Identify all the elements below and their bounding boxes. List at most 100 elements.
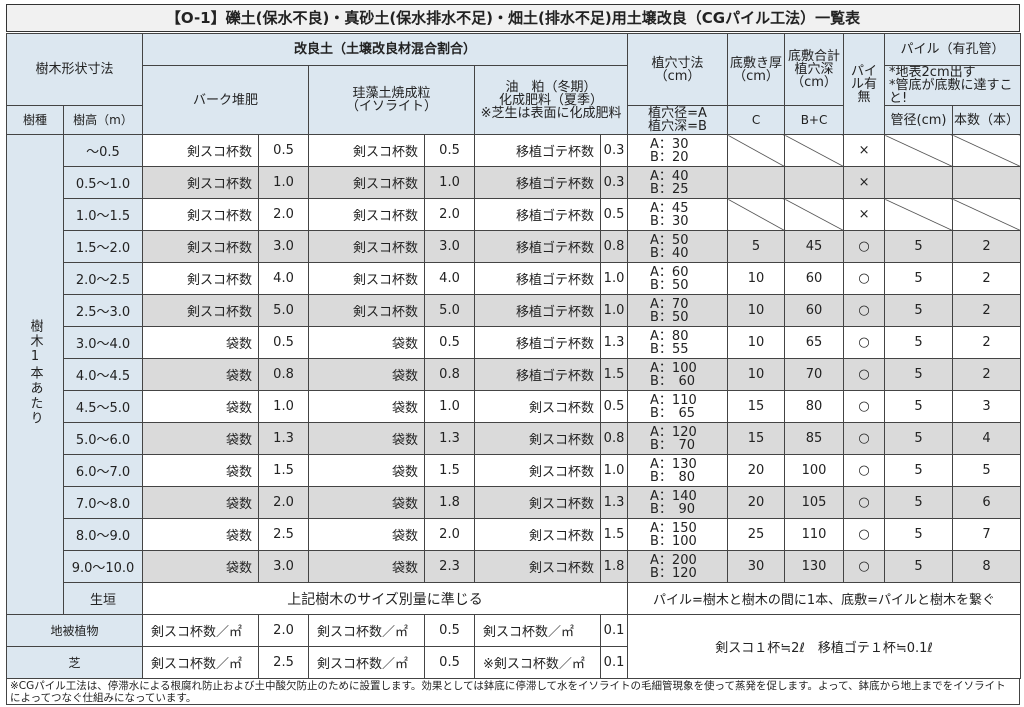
pipe-count xyxy=(952,134,1022,167)
pit-diameter: A：40 xyxy=(650,168,689,184)
tree-height: 5.0～6.0 xyxy=(62,422,144,455)
isolite-value: 1.0 xyxy=(424,166,476,199)
pile-presence: × xyxy=(843,166,886,199)
header-fertilizer: 油 粕（冬期） 化成肥料（夏季） ※芝生は表面に化成肥料 xyxy=(474,65,629,135)
hedge-label: 生垣 xyxy=(62,582,144,615)
base-thickness: 10 xyxy=(727,358,786,391)
isolite-value: 1.3 xyxy=(424,422,476,455)
pit-size: A：50 B：40 xyxy=(627,230,729,263)
isolite-unit: 袋数 xyxy=(308,326,426,359)
fertilizer-unit: 移植ゴテ杯数 xyxy=(474,230,602,263)
pit-depth: B：20 xyxy=(650,149,689,165)
pit-diameter: A：110 xyxy=(650,392,697,408)
turf-label: 芝 xyxy=(5,646,144,679)
pipe-count: 8 xyxy=(952,550,1022,583)
header-base: 底敷き厚 （cm） xyxy=(727,33,786,106)
bark-unit: 剣スコ杯数 xyxy=(142,134,260,167)
total-depth: 105 xyxy=(784,486,845,519)
bark-value: 0.5 xyxy=(258,134,310,167)
tree-height: 9.0～10.0 xyxy=(62,550,144,583)
pit-diameter: A：150 xyxy=(650,520,697,536)
isolite-value: 2.0 xyxy=(424,518,476,551)
pit-size: A：110 B： 65 xyxy=(627,390,729,423)
pit-depth: B：100 xyxy=(650,533,697,549)
pit-diameter: A：120 xyxy=(650,424,697,440)
header-tree-form: 樹木形状寸法 xyxy=(5,33,144,106)
pit-size: A：150 B：100 xyxy=(627,518,729,551)
bark-value: 3.0 xyxy=(258,230,310,263)
bark-value: 0.8 xyxy=(258,358,310,391)
bark-unit: 袋数 xyxy=(142,550,260,583)
isolite-unit: 袋数 xyxy=(308,550,426,583)
table-row: 8.0～9.0 袋数 2.5 袋数 2.0 剣スコ杯数 1.5 A：150 B：100 25 110… xyxy=(7,518,1022,551)
pit-diameter: A：130 xyxy=(650,456,697,472)
total-depth: 80 xyxy=(784,390,845,423)
fertilizer-unit: 移植ゴテ杯数 xyxy=(474,198,602,231)
pit-depth: B：50 xyxy=(650,309,689,325)
isolite-unit: 袋数 xyxy=(308,422,426,455)
pit-depth: B：30 xyxy=(650,213,689,229)
unit-1: 剣スコ杯数／㎡ xyxy=(142,646,260,679)
table-row: 2.0～2.5 剣スコ杯数 4.0 剣スコ杯数 4.0 移植ゴテ杯数 1.0 A：60 B：50… xyxy=(7,262,1022,295)
pile-presence: ○ xyxy=(843,358,886,391)
isolite-value: 5.0 xyxy=(424,294,476,327)
pit-size: A：40 B：25 xyxy=(627,166,729,199)
fertilizer-value: 0.8 xyxy=(600,422,629,455)
bark-value: 1.5 xyxy=(258,454,310,487)
pit-diameter: A：30 xyxy=(650,136,689,152)
pipe-count: 4 xyxy=(952,422,1022,455)
bark-value: 1.3 xyxy=(258,422,310,455)
header-pipe-notes: *地表2cm出す *管底が底敷に達すこと! xyxy=(884,65,1022,106)
header-soil: 改良土（土壌改良材混合割合） xyxy=(142,33,629,66)
fertilizer-value: 0.8 xyxy=(600,230,629,263)
table-row: 3.0～4.0 袋数 0.5 袋数 0.5 移植ゴテ杯数 1.3 A：80 B：55 10 65 ○ 5… xyxy=(7,326,1022,359)
fertilizer-value: 1.0 xyxy=(600,262,629,295)
table-row: 6.0～7.0 袋数 1.5 袋数 1.5 剣スコ杯数 1.0 A：130 B： 80 20 100… xyxy=(7,454,1022,487)
total-depth: 60 xyxy=(784,294,845,327)
base-thickness: 15 xyxy=(727,422,786,455)
pipe-diameter: 5 xyxy=(884,390,954,423)
pit-depth: B： 60 xyxy=(650,373,695,389)
bark-value: 2.5 xyxy=(258,518,310,551)
pit-diameter: A：45 xyxy=(650,200,689,216)
fertilizer-value: 0.3 xyxy=(600,166,629,199)
pipe-count: 7 xyxy=(952,518,1022,551)
value-1: 2.0 xyxy=(258,614,310,647)
total-depth: 45 xyxy=(784,230,845,263)
pile-presence: ○ xyxy=(843,454,886,487)
unit-1: 剣スコ杯数／㎡ xyxy=(142,614,260,647)
isolite-unit: 剣スコ杯数 xyxy=(308,166,426,199)
bark-unit: 袋数 xyxy=(142,454,260,487)
pipe-diameter: 5 xyxy=(884,326,954,359)
tree-height: 7.0～8.0 xyxy=(62,486,144,519)
pipe-diameter xyxy=(884,166,954,199)
table-row: 1.5～2.0 剣スコ杯数 3.0 剣スコ杯数 3.0 移植ゴテ杯数 0.8 A：50 B：40… xyxy=(7,230,1022,263)
pit-diameter: A：70 xyxy=(650,296,689,312)
pile-presence: ○ xyxy=(843,230,886,263)
footnote: ※CGパイル工法は、停滞水による根腐れ防止および土中酸欠防止のために設置します。… xyxy=(6,679,1020,705)
base-thickness: 25 xyxy=(727,518,786,551)
header-pit: 植穴寸法 （cm） xyxy=(627,33,729,106)
bark-unit: 袋数 xyxy=(142,326,260,359)
ground-cover-label: 地被植物 xyxy=(5,614,144,647)
tree-height: 1.0～1.5 xyxy=(62,198,144,231)
fertilizer-value: 1.3 xyxy=(600,326,629,359)
fertilizer-value: 1.3 xyxy=(600,486,629,519)
side-label: 樹木1本あたり xyxy=(6,134,64,615)
header-ab: 植穴径=A 植穴深=B xyxy=(627,105,729,135)
table-row-turf: 芝剣スコ杯数／㎡ 2.5 剣スコ杯数／㎡ 0.5 ※剣スコ杯数／㎡ 0.1 xyxy=(5,646,1021,679)
base-thickness xyxy=(727,198,786,231)
total-depth: 130 xyxy=(784,550,845,583)
pipe-diameter: 5 xyxy=(884,550,954,583)
fertilizer-value: 1.8 xyxy=(600,550,629,583)
total-depth xyxy=(784,134,845,167)
tree-height: 2.0～2.5 xyxy=(62,262,144,295)
pile-presence: × xyxy=(843,134,886,167)
isolite-value: 1.5 xyxy=(424,454,476,487)
pipe-diameter: 5 xyxy=(884,454,954,487)
fertilizer-unit: 移植ゴテ杯数 xyxy=(474,294,602,327)
pipe-diameter xyxy=(884,198,954,231)
base-thickness: 20 xyxy=(727,486,786,519)
pit-size: A：60 B：50 xyxy=(627,262,729,295)
isolite-value: 0.5 xyxy=(424,326,476,359)
